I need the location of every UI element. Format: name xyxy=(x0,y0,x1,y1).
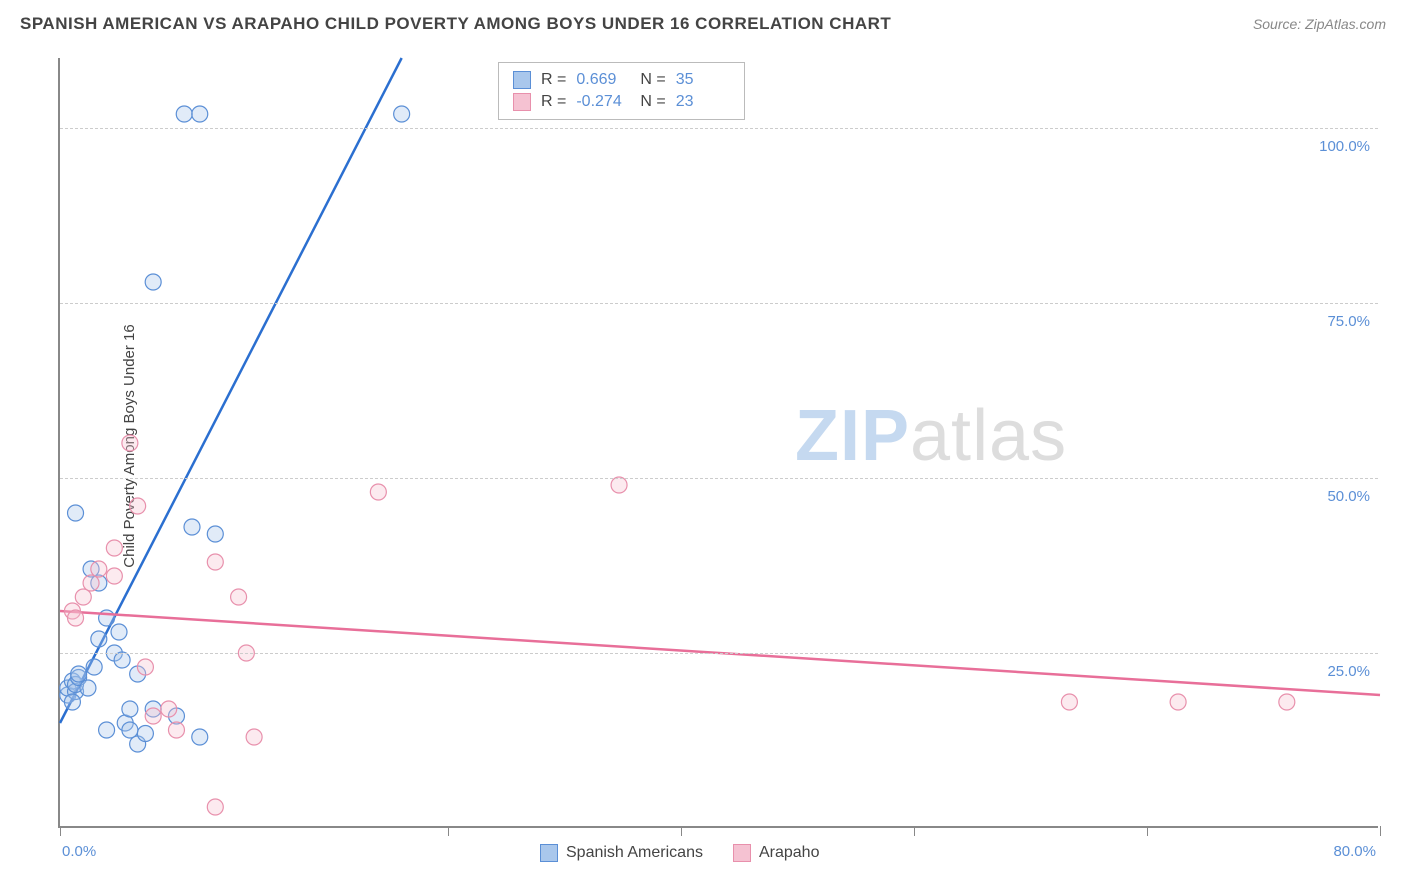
gridline xyxy=(60,128,1378,129)
n-value: 35 xyxy=(676,71,730,89)
data-point xyxy=(1279,694,1295,710)
data-point xyxy=(231,589,247,605)
data-point xyxy=(71,666,87,682)
r-label: R = xyxy=(541,93,566,111)
r-value: 0.669 xyxy=(576,71,630,89)
gridline xyxy=(60,478,1378,479)
r-value: -0.274 xyxy=(576,93,630,111)
data-point xyxy=(1170,694,1186,710)
y-tick-label: 75.0% xyxy=(1327,313,1370,330)
data-point xyxy=(122,701,138,717)
legend-label: Arapaho xyxy=(759,844,820,862)
data-point xyxy=(68,610,84,626)
correlation-stats-box: R = 0.669 N = 35 R = -0.274 N = 23 xyxy=(498,62,745,120)
data-point xyxy=(161,701,177,717)
data-point xyxy=(91,561,107,577)
gridline xyxy=(60,653,1378,654)
x-tick xyxy=(914,826,915,836)
legend-swatch xyxy=(733,844,751,862)
n-value: 23 xyxy=(676,93,730,111)
chart-plot-area: 25.0%50.0%75.0%100.0%0.0%80.0% xyxy=(58,58,1378,828)
scatter-plot-svg xyxy=(60,58,1378,826)
data-point xyxy=(86,659,102,675)
data-point xyxy=(130,498,146,514)
n-label: N = xyxy=(640,93,665,111)
legend-swatch xyxy=(513,93,531,111)
data-point xyxy=(91,631,107,647)
data-point xyxy=(394,106,410,122)
y-tick-label: 25.0% xyxy=(1327,663,1370,680)
x-tick-label-left: 0.0% xyxy=(62,843,96,860)
data-point xyxy=(207,526,223,542)
x-tick xyxy=(681,826,682,836)
gridline xyxy=(60,303,1378,304)
legend: Spanish Americans Arapaho xyxy=(540,844,819,862)
y-tick-label: 50.0% xyxy=(1327,488,1370,505)
x-tick-label-right: 80.0% xyxy=(1333,843,1376,860)
data-point xyxy=(83,575,99,591)
x-tick xyxy=(60,826,61,836)
x-tick xyxy=(1380,826,1381,836)
data-point xyxy=(246,729,262,745)
x-tick xyxy=(1147,826,1148,836)
data-point xyxy=(184,519,200,535)
data-point xyxy=(122,722,138,738)
data-point xyxy=(145,274,161,290)
data-point xyxy=(80,680,96,696)
data-point xyxy=(207,799,223,815)
x-tick xyxy=(448,826,449,836)
n-label: N = xyxy=(640,71,665,89)
data-point xyxy=(1061,694,1077,710)
source-attribution: Source: ZipAtlas.com xyxy=(1253,16,1386,32)
legend-swatch xyxy=(513,71,531,89)
legend-label: Spanish Americans xyxy=(566,844,703,862)
chart-title: SPANISH AMERICAN VS ARAPAHO CHILD POVERT… xyxy=(20,14,891,34)
legend-item: Arapaho xyxy=(733,844,820,862)
data-point xyxy=(114,652,130,668)
data-point xyxy=(75,589,91,605)
data-point xyxy=(137,659,153,675)
y-tick-label: 100.0% xyxy=(1319,138,1370,155)
data-point xyxy=(106,568,122,584)
data-point xyxy=(64,694,80,710)
r-label: R = xyxy=(541,71,566,89)
data-point xyxy=(68,505,84,521)
data-point xyxy=(106,540,122,556)
data-point xyxy=(207,554,223,570)
legend-swatch xyxy=(540,844,558,862)
stats-row: R = -0.274 N = 23 xyxy=(513,91,730,113)
data-point xyxy=(176,106,192,122)
data-point xyxy=(145,708,161,724)
data-point xyxy=(192,729,208,745)
data-point xyxy=(192,106,208,122)
data-point xyxy=(111,624,127,640)
legend-item: Spanish Americans xyxy=(540,844,703,862)
stats-row: R = 0.669 N = 35 xyxy=(513,69,730,91)
data-point xyxy=(370,484,386,500)
data-point xyxy=(122,435,138,451)
data-point xyxy=(99,722,115,738)
data-point xyxy=(137,726,153,742)
data-point xyxy=(168,722,184,738)
data-point xyxy=(611,477,627,493)
